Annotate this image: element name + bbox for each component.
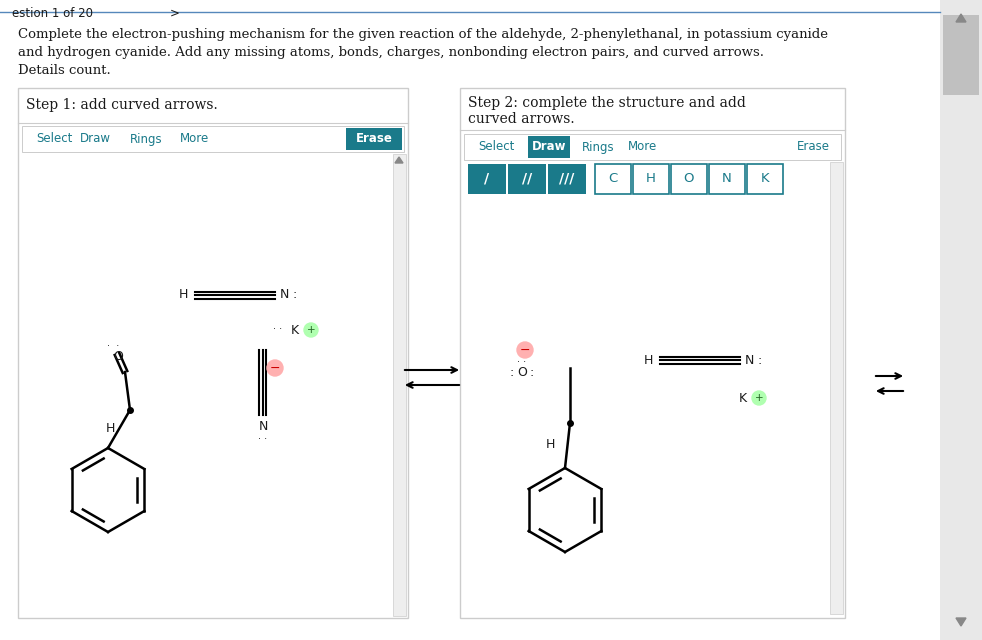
Text: K: K	[291, 323, 300, 337]
Polygon shape	[395, 157, 403, 163]
Polygon shape	[956, 14, 966, 22]
Text: ///: ///	[560, 172, 574, 186]
Bar	[747, 164, 783, 194]
Text: Draw: Draw	[531, 141, 567, 154]
Bar	[468, 164, 506, 194]
Text: Rings: Rings	[130, 132, 163, 145]
Text: :: :	[510, 365, 515, 378]
Text: More: More	[180, 132, 209, 145]
Text: Erase: Erase	[355, 132, 393, 145]
Bar	[460, 88, 845, 618]
Text: N: N	[722, 173, 732, 186]
Bar	[943, 15, 979, 95]
Polygon shape	[956, 618, 966, 626]
Text: −: −	[270, 362, 280, 374]
Text: Details count.: Details count.	[18, 64, 111, 77]
Text: Rings: Rings	[582, 141, 615, 154]
Bar	[633, 164, 669, 194]
Text: O: O	[518, 365, 527, 378]
Text: estion 1 of 20: estion 1 of 20	[12, 7, 93, 20]
Text: Select: Select	[36, 132, 73, 145]
Circle shape	[304, 323, 318, 337]
Circle shape	[752, 391, 766, 405]
Text: O: O	[113, 349, 123, 362]
Text: K: K	[738, 392, 747, 404]
Text: H: H	[179, 289, 188, 301]
Bar	[709, 164, 745, 194]
Text: Select: Select	[478, 141, 515, 154]
Text: Complete the electron-pushing mechanism for the given reaction of the aldehyde, : Complete the electron-pushing mechanism …	[18, 28, 828, 41]
Text: H: H	[105, 422, 115, 435]
Text: /: /	[484, 172, 490, 186]
Text: K: K	[761, 173, 769, 186]
Text: H: H	[643, 353, 653, 367]
Bar	[595, 164, 631, 194]
Bar	[528, 136, 570, 158]
Text: Erase: Erase	[797, 141, 830, 154]
Text: O: O	[683, 173, 694, 186]
Bar	[22, 126, 404, 152]
Text: Step 2: complete the structure and add: Step 2: complete the structure and add	[468, 96, 746, 110]
Bar	[18, 88, 408, 618]
Bar	[548, 164, 586, 194]
Bar	[393, 154, 406, 616]
Bar	[940, 0, 982, 640]
Text: :: :	[758, 353, 762, 367]
Text: N: N	[744, 353, 754, 367]
Text: −: −	[519, 344, 530, 356]
Circle shape	[267, 360, 283, 376]
Text: +: +	[755, 393, 763, 403]
Text: More: More	[628, 141, 657, 154]
Circle shape	[517, 342, 533, 358]
Text: curved arrows.: curved arrows.	[468, 112, 574, 126]
Text: N: N	[279, 289, 289, 301]
Bar	[671, 164, 707, 194]
Text: ·  ·: · ·	[107, 341, 119, 351]
Text: Draw: Draw	[80, 132, 111, 145]
Text: +: +	[306, 325, 315, 335]
Text: //: //	[521, 172, 532, 186]
Bar	[464, 134, 841, 160]
Text: · ·: · ·	[258, 434, 267, 444]
Text: C: C	[609, 173, 618, 186]
Bar	[346, 128, 402, 150]
Text: and hydrogen cyanide. Add any missing atoms, bonds, charges, nonbonding electron: and hydrogen cyanide. Add any missing at…	[18, 46, 764, 59]
Bar	[830, 162, 843, 614]
Text: · ·: · ·	[518, 357, 526, 367]
Text: :: :	[530, 365, 534, 378]
Text: N: N	[258, 420, 268, 433]
Text: H: H	[646, 173, 656, 186]
Text: H: H	[545, 438, 555, 451]
Text: Step 1: add curved arrows.: Step 1: add curved arrows.	[26, 98, 218, 112]
Text: >: >	[170, 7, 180, 20]
Bar	[508, 164, 546, 194]
Text: :: :	[293, 289, 298, 301]
Text: · ·: · ·	[273, 324, 283, 334]
